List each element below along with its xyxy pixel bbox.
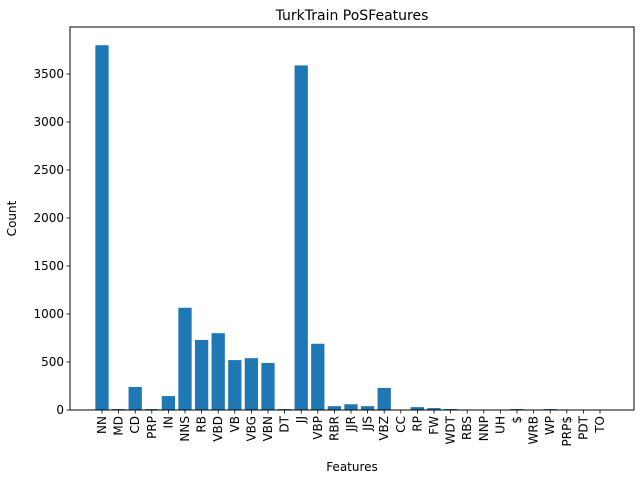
bar-IN (161, 396, 176, 410)
y-tick-label: 2000 (33, 211, 64, 225)
x-tick-label: RBS (460, 416, 474, 440)
bar-JJR (344, 404, 358, 410)
x-tick-label: PDT (576, 415, 590, 439)
y-tick-label: 1000 (33, 307, 64, 321)
x-tick-label: RB (195, 416, 209, 433)
x-axis-label: Features (326, 460, 378, 474)
bar-VBZ (377, 387, 391, 410)
x-tick-label: VBD (211, 416, 225, 442)
bar-RB (194, 339, 209, 410)
bars-group (95, 45, 607, 411)
x-tick-label: NNP (477, 416, 491, 441)
x-tick-label: PRP$ (560, 416, 574, 446)
bar-VBG (244, 358, 259, 410)
x-tick-label: MD (112, 416, 126, 436)
x-tick-label: VB (228, 416, 242, 432)
bar-VBD (211, 333, 225, 410)
x-tick-label: JJ (294, 416, 308, 424)
y-axis-ticks: 0 500 1000 1500 2000 2500 3000 3500 (33, 67, 70, 417)
y-axis-label: Count (5, 200, 19, 236)
x-tick-label: NN (95, 416, 109, 434)
y-tick-label: 0 (56, 403, 64, 417)
x-tick-label: WP (543, 416, 557, 435)
x-tick-label: NNS (178, 416, 192, 442)
x-tick-label: UH (493, 416, 507, 434)
y-tick-label: 500 (41, 355, 64, 369)
x-tick-label: TO (593, 416, 607, 434)
x-tick-label: VBZ (377, 416, 391, 441)
x-tick-label: $ (510, 416, 524, 424)
bar-VBP (311, 343, 325, 410)
bar-RP (410, 407, 425, 410)
plot-frame (69, 26, 635, 411)
x-tick-label: CD (128, 416, 142, 434)
x-tick-label: RBR (327, 416, 341, 441)
x-tick-label: WDT (444, 415, 458, 444)
y-tick-label: 1500 (33, 259, 64, 273)
bar-RBR (327, 406, 342, 410)
y-tick-label: 2500 (33, 163, 64, 177)
y-tick-label: 3000 (33, 115, 64, 129)
chart-title: TurkTrain PoSFeatures (275, 8, 429, 24)
bar-JJ (294, 65, 308, 411)
bar-VB (228, 360, 242, 410)
bar-VBN (261, 362, 275, 410)
x-tick-label: VBP (311, 416, 325, 440)
x-tick-label: CC (394, 416, 408, 433)
y-tick-label: 3500 (33, 67, 64, 81)
x-tick-label: WRB (527, 416, 541, 444)
bar-NNS (178, 307, 192, 410)
x-tick-label: FW (427, 416, 441, 435)
x-tick-label: VBN (261, 416, 275, 441)
x-tick-label: IN (161, 416, 175, 429)
x-tick-label: VBG (244, 416, 258, 442)
bar-FW (427, 408, 441, 410)
x-tick-label: JJR (344, 416, 358, 432)
x-tick-label: JJS (361, 416, 375, 432)
x-tick-label: RP (410, 416, 424, 432)
x-tick-label: PRP (145, 416, 159, 439)
x-tick-label: DT (278, 415, 292, 432)
bar-CD (128, 386, 142, 410)
x-axis-ticks: NN MD CD PRP IN NNS RB VBD VB VBG VBN DT JJ VBP RBR JJR… (95, 410, 607, 446)
bar-JJS (360, 406, 375, 410)
bar-NN (95, 45, 109, 411)
